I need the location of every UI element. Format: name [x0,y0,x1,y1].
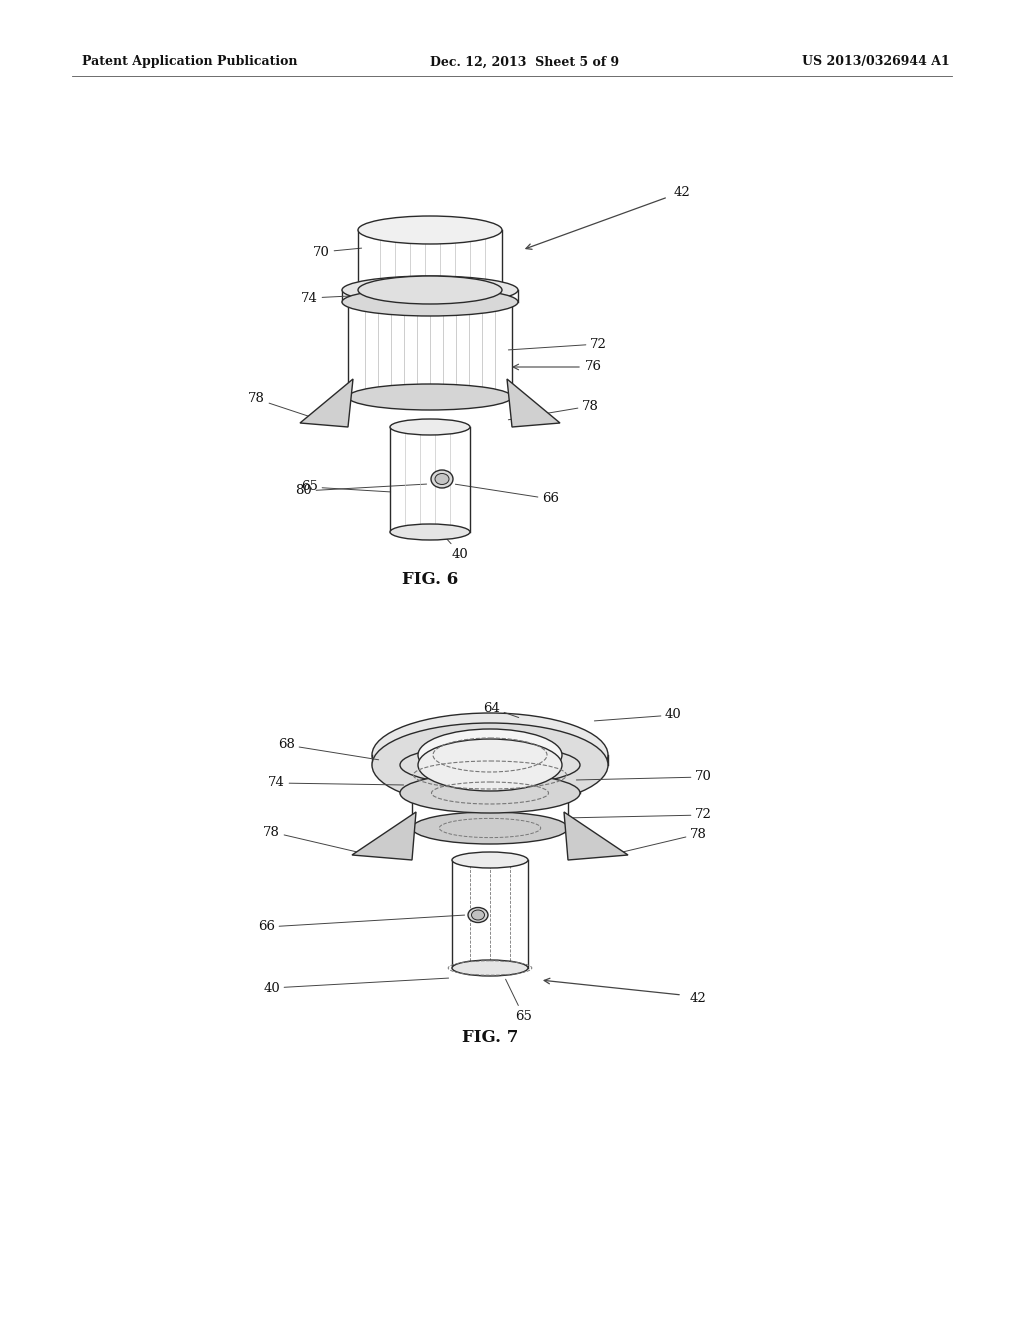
Text: 66: 66 [258,915,465,933]
Text: 68: 68 [279,738,379,760]
Ellipse shape [412,777,568,809]
Ellipse shape [358,276,502,304]
Ellipse shape [400,774,580,813]
Ellipse shape [431,470,453,488]
Text: 78: 78 [611,828,707,854]
Text: 72: 72 [564,808,712,821]
Ellipse shape [358,216,502,244]
Text: 80: 80 [295,484,427,498]
Ellipse shape [390,524,470,540]
Text: 74: 74 [268,776,403,789]
Text: 66: 66 [456,484,559,506]
Text: 78: 78 [263,825,369,854]
Ellipse shape [390,418,470,436]
Ellipse shape [342,288,518,315]
Text: 40: 40 [594,709,682,722]
Polygon shape [300,379,353,426]
Ellipse shape [342,276,518,304]
Ellipse shape [435,474,449,484]
Text: Dec. 12, 2013  Sheet 5 of 9: Dec. 12, 2013 Sheet 5 of 9 [430,55,620,69]
Ellipse shape [348,384,512,411]
Ellipse shape [418,739,562,791]
Text: 65: 65 [506,979,531,1023]
Ellipse shape [418,729,562,781]
Ellipse shape [372,713,608,797]
Text: 70: 70 [577,771,712,784]
Text: FIG. 6: FIG. 6 [401,572,458,589]
Text: 70: 70 [313,246,361,259]
Text: 64: 64 [483,701,519,718]
Ellipse shape [452,851,528,869]
Text: 42: 42 [690,991,707,1005]
Ellipse shape [468,908,488,923]
Text: 76: 76 [585,360,602,374]
Ellipse shape [372,723,608,807]
Polygon shape [352,812,416,861]
Ellipse shape [412,812,568,843]
Text: FIG. 7: FIG. 7 [462,1030,518,1047]
Text: 74: 74 [301,292,348,305]
Ellipse shape [452,960,528,975]
Polygon shape [564,812,628,861]
Ellipse shape [471,909,484,920]
Text: 78: 78 [248,392,318,420]
Text: 72: 72 [508,338,607,351]
Text: 40: 40 [263,978,449,994]
Text: 78: 78 [508,400,599,420]
Text: US 2013/0326944 A1: US 2013/0326944 A1 [802,55,950,69]
Text: 40: 40 [445,539,469,561]
Text: 65: 65 [301,480,390,494]
Text: 42: 42 [674,186,691,198]
Ellipse shape [400,744,580,785]
Text: Patent Application Publication: Patent Application Publication [82,55,298,69]
Polygon shape [507,379,560,426]
